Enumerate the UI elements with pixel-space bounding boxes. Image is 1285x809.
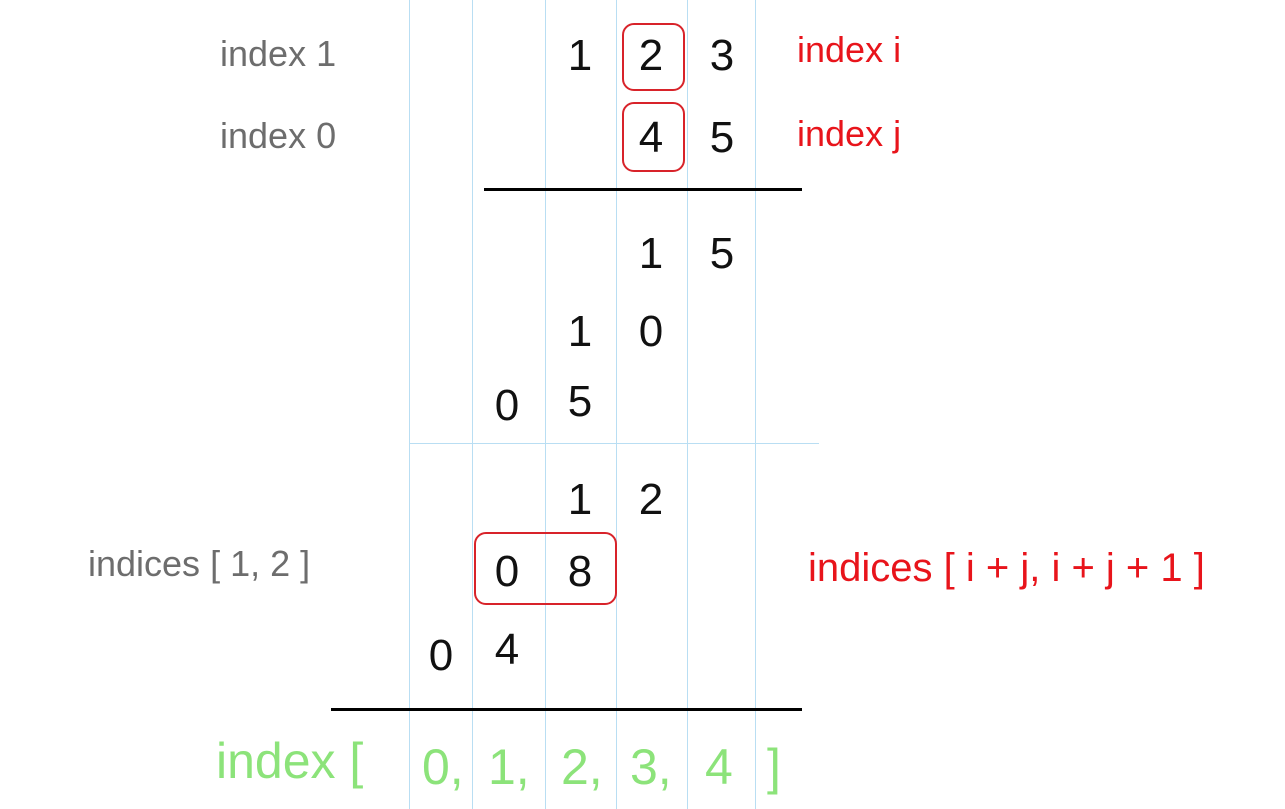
- partial-digit: 1: [638, 229, 664, 278]
- result-index-prefix: index [: [216, 733, 364, 789]
- result-index-value: 3,: [630, 739, 672, 795]
- label-index-0: index 0: [220, 115, 337, 156]
- label-index-j: index j: [797, 113, 902, 154]
- multiplier-digit: 5: [709, 113, 735, 162]
- label-indices-right: indices [ i + j, i + j + 1 ]: [808, 546, 1205, 590]
- partial-digit: 5: [709, 229, 735, 278]
- result-index-suffix: ]: [767, 739, 781, 795]
- grid-line-v6: [755, 0, 756, 809]
- result-index-value: 0,: [422, 739, 464, 795]
- partial-digit: 1: [567, 307, 593, 356]
- label-index-1: index 1: [220, 33, 337, 74]
- result-index-value: 4: [705, 739, 733, 795]
- partial-digit: 1: [567, 475, 593, 524]
- multiplicand-digit: 3: [709, 31, 735, 80]
- partial-digit: 0: [494, 381, 520, 430]
- grid-line-v5: [687, 0, 688, 809]
- label-index-i: index i: [797, 29, 902, 70]
- partial-digit: 0: [638, 307, 664, 356]
- multiplicand-digit: 2: [638, 31, 664, 80]
- label-indices-left: indices [ 1, 2 ]: [88, 543, 311, 584]
- multiplication-rule: [484, 188, 802, 191]
- highlight-box-digit-2: [622, 23, 685, 91]
- grid-line-v3: [545, 0, 546, 809]
- partial-digit: 5: [567, 377, 593, 426]
- partial-digit: 8: [567, 547, 593, 596]
- result-index-value: 2,: [561, 739, 603, 795]
- result-index-value: 1,: [488, 739, 530, 795]
- highlight-box-digit-4: [622, 102, 685, 172]
- sum-rule: [331, 708, 802, 711]
- grid-line-h: [409, 443, 819, 444]
- grid-line-v4: [616, 0, 617, 809]
- grid-line-v2: [472, 0, 473, 809]
- grid-line-v1: [409, 0, 410, 809]
- partial-digit: 0: [494, 547, 520, 596]
- multiplicand-digit: 1: [567, 31, 593, 80]
- partial-digit: 4: [494, 625, 520, 674]
- partial-digit: 2: [638, 475, 664, 524]
- multiplier-digit: 4: [638, 113, 664, 162]
- partial-digit: 0: [428, 631, 454, 680]
- highlight-box-08: [474, 532, 617, 605]
